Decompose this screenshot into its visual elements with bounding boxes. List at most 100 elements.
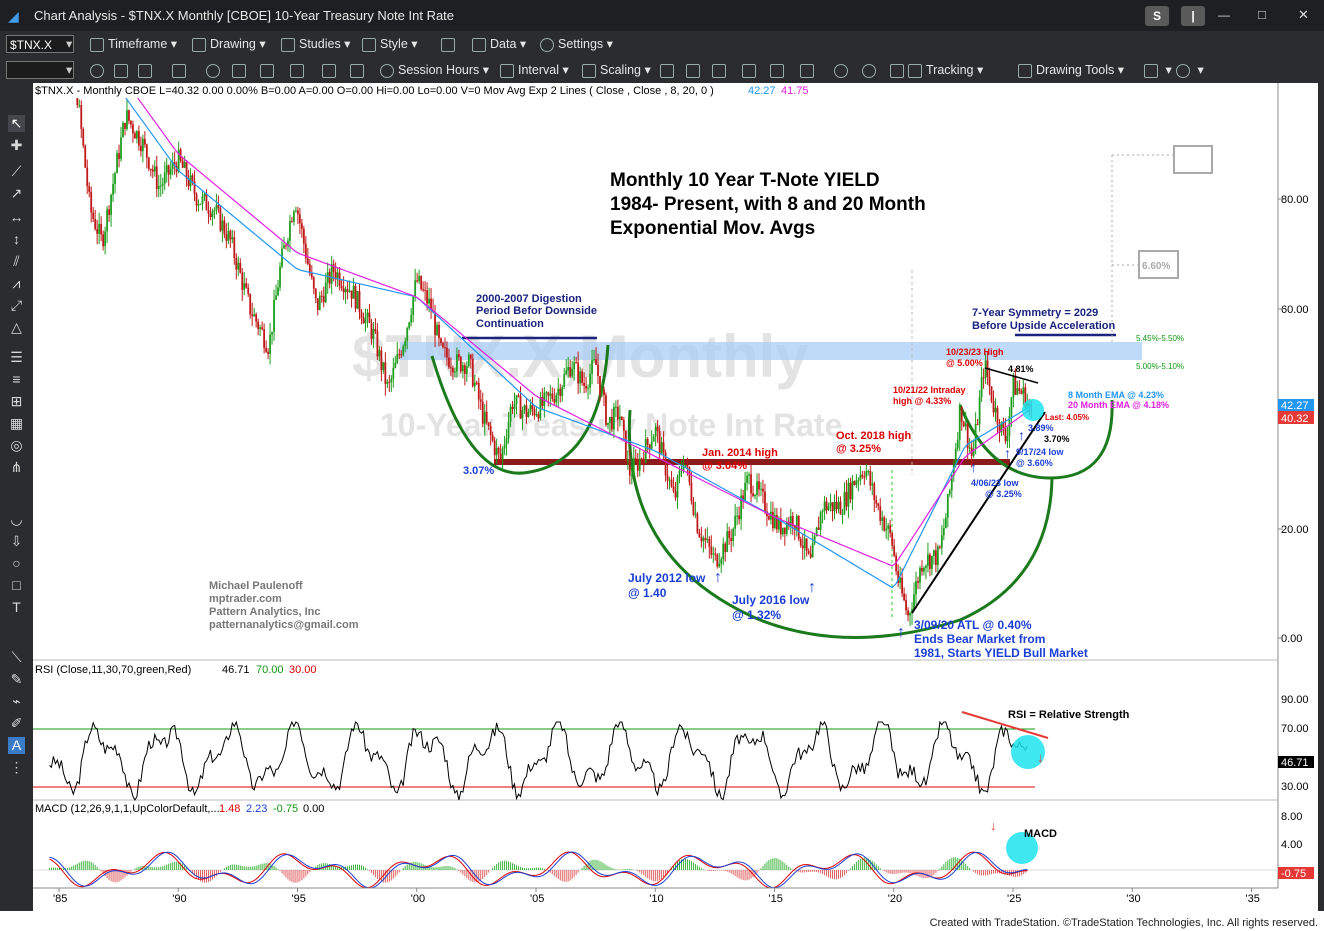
candle-body	[322, 296, 325, 303]
cursor-button[interactable]	[114, 61, 132, 79]
ema20-note: 20 Month EMA @ 4.18%	[1068, 400, 1169, 410]
zoom-reset-button[interactable]	[90, 61, 108, 79]
arrow-tool-icon[interactable]: ⇩	[10, 533, 23, 549]
interval-dropdown-icon[interactable]: ▾	[66, 63, 73, 77]
brush-tool-icon[interactable]: ⌁	[12, 693, 21, 709]
pen-tool-icon[interactable]: ✐	[10, 715, 23, 731]
macd-tag	[1278, 867, 1314, 879]
refresh-button[interactable]	[206, 61, 224, 79]
candle-body	[269, 334, 271, 354]
drawing-tools-menu[interactable]: Drawing Tools ▾	[1018, 61, 1124, 79]
pitchfork-tool-icon[interactable]: ⩘	[12, 275, 21, 291]
line-button[interactable]	[800, 61, 818, 79]
session-hours-menu[interactable]: Session Hours ▾	[380, 61, 489, 79]
bar-chart-icon	[260, 63, 274, 78]
fib-circle-tool-icon[interactable]: ◎	[10, 437, 23, 453]
layout-button[interactable]	[441, 35, 459, 53]
triangle-tool-icon[interactable]: △	[11, 319, 22, 335]
close-button[interactable]: ✕	[1298, 7, 1309, 22]
candle-body	[960, 406, 963, 422]
ellipse-tool-icon[interactable]: ○	[12, 555, 21, 571]
candle-body	[126, 110, 128, 129]
maximize-button[interactable]: □	[1258, 7, 1266, 22]
more-tools-icon[interactable]: ⋮	[9, 759, 24, 775]
fib-time-tool-icon[interactable]: ⊞	[10, 393, 23, 409]
candle-body	[607, 422, 609, 425]
timeframe-menu[interactable]: Timeframe ▾	[90, 35, 177, 53]
scissor-button[interactable]	[322, 61, 340, 79]
interval-menu[interactable]: Interval ▾	[500, 61, 569, 79]
candle-body	[293, 211, 295, 222]
author-line-4: patternanalytics@gmail.com	[209, 619, 359, 631]
symbol-link-button[interactable]: S	[1145, 6, 1169, 26]
candle-body	[829, 502, 832, 507]
candle-body	[644, 438, 647, 463]
candle-body	[187, 178, 190, 187]
symbol-dropdown-icon[interactable]: ▾	[66, 37, 73, 51]
ray-tool-icon[interactable]: ↗	[10, 185, 23, 201]
data-menu[interactable]: Data ▾	[472, 35, 526, 53]
export-button[interactable]: ▾	[1144, 61, 1172, 79]
ruler-tool-icon[interactable]: ⟍	[11, 649, 22, 665]
regression-tool-icon[interactable]: ⤢	[10, 297, 23, 313]
search-button[interactable]	[172, 61, 190, 79]
cloud-button[interactable]: ▾	[1176, 61, 1204, 79]
pin-button[interactable]	[232, 61, 250, 79]
zone-low-label: 5.00%-5.10%	[1136, 362, 1184, 371]
hlc-button[interactable]	[712, 61, 730, 79]
tracking-menu[interactable]: Tracking ▾	[890, 61, 983, 79]
window-link-button[interactable]: |	[1181, 6, 1205, 26]
oct2022-note-1: 10/21/22 Intraday	[893, 385, 966, 395]
tradestation-logo-icon: ◢	[8, 8, 19, 24]
crosshair-tool-icon[interactable]: ✚	[10, 137, 23, 153]
volume-button[interactable]	[770, 61, 788, 79]
calendar-button[interactable]	[138, 61, 156, 79]
candle-body	[362, 318, 365, 324]
fib-ext-tool-icon[interactable]: ≡	[12, 371, 21, 387]
zoom-out-button[interactable]	[862, 61, 880, 79]
trendline-tool-icon[interactable]: ⟋	[11, 163, 22, 179]
fib-retrace-tool-icon[interactable]: ☰	[10, 349, 23, 365]
chart-toolbar: ▾ Session Hours ▾ Interval ▾ Scaling ▾ T…	[0, 57, 1324, 83]
candle-body	[539, 397, 542, 419]
drawing-menu[interactable]: Drawing ▾	[192, 35, 266, 53]
eraser-tool-icon[interactable]: ✎	[10, 671, 23, 687]
scaling-menu[interactable]: Scaling ▾	[582, 61, 651, 79]
magic-button[interactable]	[290, 61, 308, 79]
pointer-tool-icon[interactable]: ↖	[8, 115, 25, 132]
candle-body	[295, 210, 297, 212]
settings-menu[interactable]: Settings ▾	[540, 35, 613, 53]
symbol-input[interactable]: $TNX.X	[6, 35, 74, 53]
ohlc-button[interactable]	[742, 61, 760, 79]
fib-fan-tool-icon[interactable]: ⋔	[10, 459, 23, 475]
interval-input[interactable]	[6, 61, 74, 79]
candle-body	[956, 439, 959, 449]
studies-menu[interactable]: Studies ▾	[281, 35, 350, 53]
candle-body	[654, 426, 657, 437]
horizontal-line-tool-icon[interactable]: ↔	[9, 209, 24, 225]
vertical-line-tool-icon[interactable]: ↕	[13, 231, 20, 247]
candle-body	[74, 59, 76, 72]
candle-button[interactable]	[660, 61, 678, 79]
style-menu[interactable]: Style ▾	[362, 35, 418, 53]
candle-body	[513, 403, 516, 410]
arc-tool-icon[interactable]: ◡	[10, 511, 23, 527]
candle-body	[634, 458, 637, 460]
candle-body	[640, 458, 643, 460]
channel-tool-icon[interactable]: ⫽	[13, 253, 20, 269]
rectangle-tool-icon[interactable]: □	[12, 577, 21, 593]
label-tool-icon[interactable]: A	[8, 737, 25, 754]
bar-chart-button[interactable]	[260, 61, 278, 79]
minimize-button[interactable]: —	[1218, 8, 1230, 22]
grid-button[interactable]	[350, 61, 368, 79]
zoom-in-button[interactable]	[834, 61, 852, 79]
author-line-2: mptrader.com	[209, 593, 282, 605]
text-tool-icon[interactable]: T	[12, 599, 21, 615]
candle-body	[259, 327, 262, 330]
bars-button[interactable]	[686, 61, 704, 79]
candle-body	[883, 517, 886, 531]
candle-body	[378, 350, 381, 357]
gann-tool-icon[interactable]: ▦	[9, 415, 24, 431]
candle-body	[893, 545, 896, 556]
